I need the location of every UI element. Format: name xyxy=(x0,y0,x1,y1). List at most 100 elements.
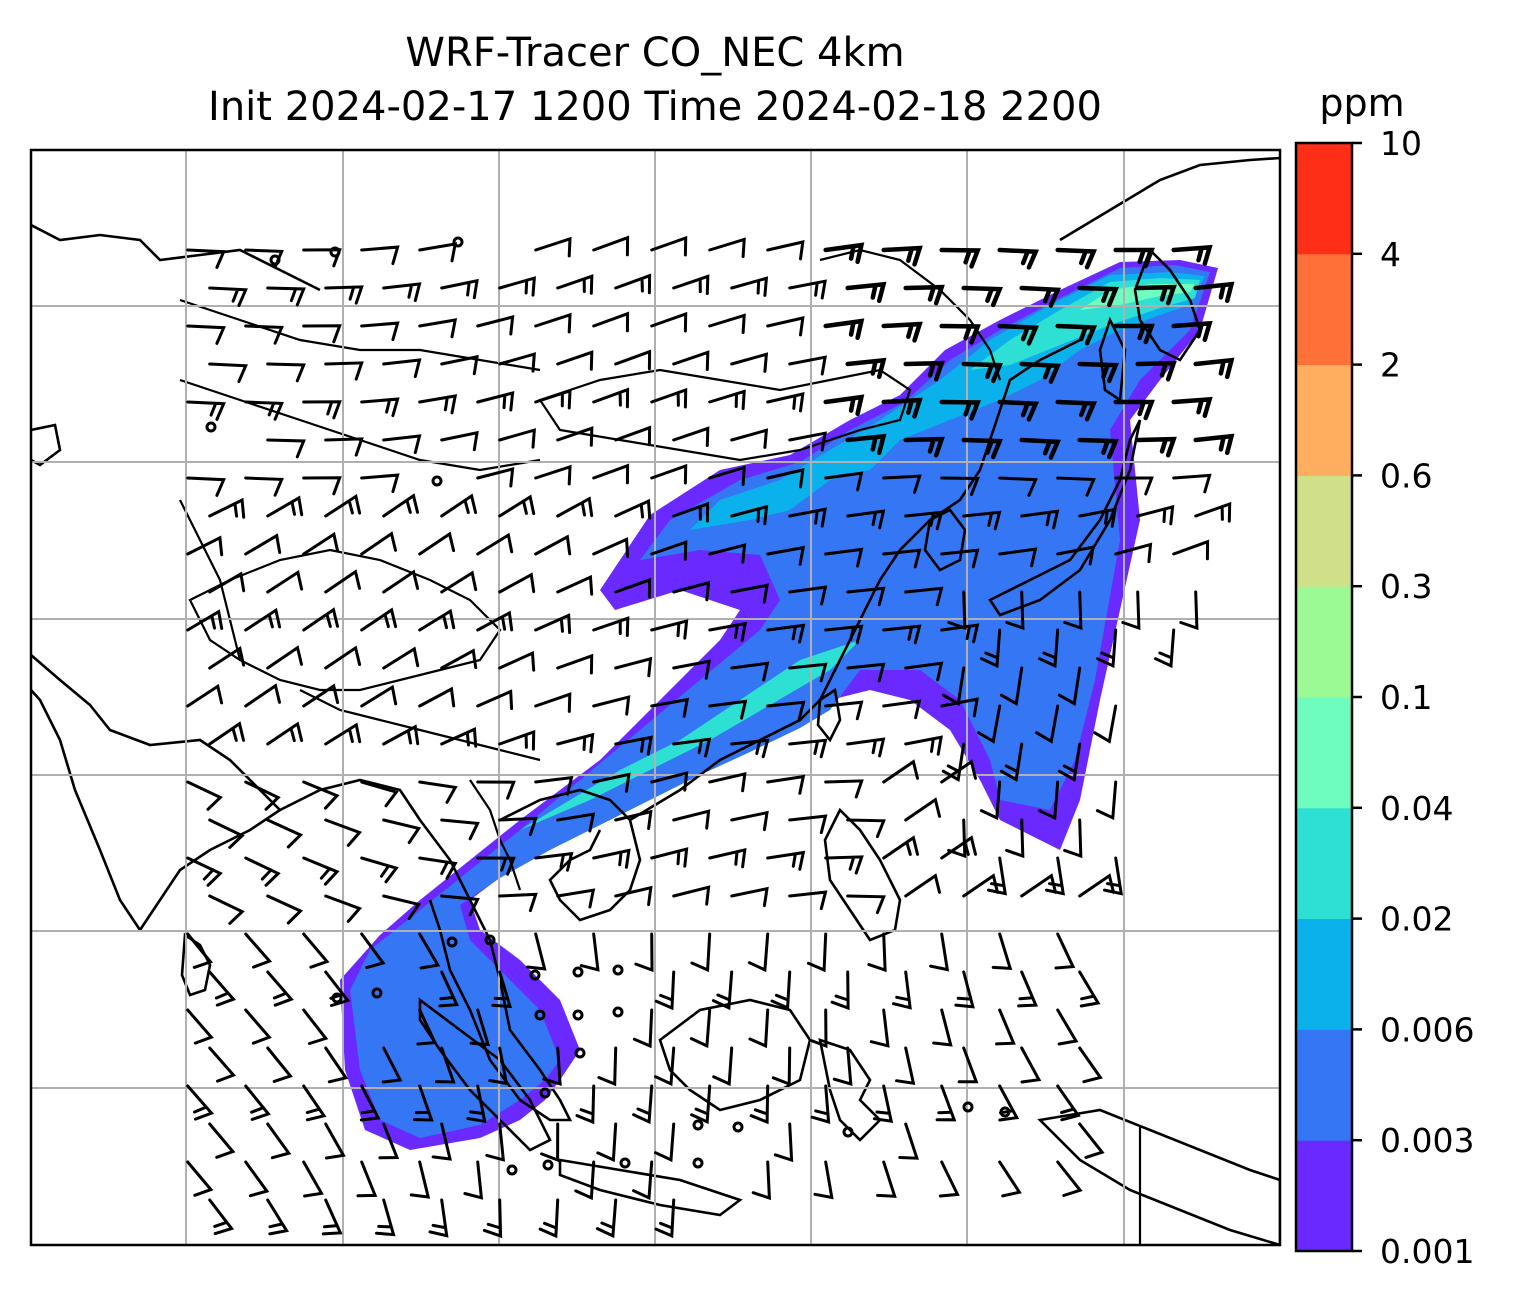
wind-barb xyxy=(747,932,770,973)
wind-barb xyxy=(302,248,342,268)
wind-barb xyxy=(882,474,922,494)
wind-barb xyxy=(476,391,515,412)
wind-barb xyxy=(1135,436,1177,458)
wind-barb xyxy=(672,501,710,523)
wind-barb xyxy=(788,662,828,683)
wind-barb xyxy=(360,607,398,632)
wind-barb xyxy=(712,1046,734,1087)
wind-barb xyxy=(186,1084,215,1121)
wind-barb xyxy=(491,970,513,1009)
wind-barb xyxy=(360,245,400,266)
wind-barb xyxy=(244,533,282,556)
calm-wind-marker xyxy=(962,1101,974,1113)
wind-barb xyxy=(244,856,281,887)
wind-barb xyxy=(324,818,363,847)
wind-barb xyxy=(382,434,422,454)
wind-barb xyxy=(244,1008,272,1045)
wind-barb xyxy=(708,621,748,642)
wind-barb xyxy=(302,531,340,556)
calm-wind-marker xyxy=(506,1164,518,1176)
wind-barb xyxy=(208,286,248,307)
colorbar-segment xyxy=(1296,697,1352,809)
wind-barb xyxy=(498,352,536,373)
wind-barb xyxy=(244,1084,271,1121)
wind-barb xyxy=(1078,1046,1103,1084)
wind-barb xyxy=(592,616,630,637)
wind-barb xyxy=(382,724,420,746)
wind-barb xyxy=(485,1122,506,1162)
wind-barb xyxy=(592,235,630,257)
wind-barb xyxy=(823,394,865,417)
colorbar-segment xyxy=(1296,807,1352,920)
wind-barb xyxy=(824,471,864,492)
wind-barb xyxy=(360,531,397,556)
wind-barb xyxy=(1096,628,1118,669)
wind-barb xyxy=(614,273,652,295)
wind-barb xyxy=(440,894,480,917)
wind-barb xyxy=(1171,396,1213,419)
wind-barb xyxy=(434,1046,456,1084)
wind-barb xyxy=(904,510,944,531)
wind-barb xyxy=(542,1046,562,1086)
wind-barb xyxy=(266,818,304,849)
wind-barb xyxy=(1056,1084,1081,1122)
coast-siberia xyxy=(1059,156,1280,242)
wind-barb xyxy=(1019,361,1062,384)
wind-barb xyxy=(650,619,689,640)
wind-barb xyxy=(708,313,746,334)
wind-barb xyxy=(324,493,362,518)
wind-barb xyxy=(208,721,245,746)
coast-newguinea xyxy=(1037,1108,1280,1245)
wind-barb xyxy=(672,809,711,830)
border-pakistan xyxy=(179,499,242,661)
map-area[interactable] xyxy=(31,150,1280,1245)
wind-barb xyxy=(476,532,514,556)
wind-barb xyxy=(324,1122,346,1160)
wind-barb xyxy=(882,759,919,784)
coast-myanmar-indochina xyxy=(279,778,573,1122)
colorbar-segment xyxy=(1296,1140,1352,1252)
wind-barb xyxy=(672,737,712,758)
colorbar-tick-label: 0.02 xyxy=(1380,900,1453,939)
wind-barb xyxy=(632,1008,654,1049)
wind-barb xyxy=(824,779,864,799)
wind-barb xyxy=(416,1008,438,1046)
wind-barb xyxy=(575,1084,596,1125)
wind-barb xyxy=(1035,704,1060,744)
wind-barb xyxy=(574,1160,596,1201)
wind-barb xyxy=(895,1046,916,1086)
wind-barb xyxy=(463,1160,484,1200)
wind-barb xyxy=(592,772,631,793)
wind-barb xyxy=(579,932,600,972)
wind-barb xyxy=(730,738,770,759)
wind-barb xyxy=(846,818,886,839)
wind-barb xyxy=(418,856,458,880)
wind-barb xyxy=(954,970,975,1009)
wind-barb xyxy=(208,1122,236,1159)
wind-barb xyxy=(997,247,1040,270)
wind-barb xyxy=(1077,285,1120,308)
wind-barb xyxy=(730,276,769,297)
wind-barb xyxy=(998,1160,1022,1198)
wind-barb xyxy=(413,1084,434,1122)
wind-barb xyxy=(998,476,1038,497)
wind-barb xyxy=(324,437,364,457)
wind-barb xyxy=(962,510,1002,531)
wind-barb xyxy=(1078,507,1117,528)
wind-barb xyxy=(708,847,747,869)
wind-barb xyxy=(1045,856,1066,896)
wind-barb xyxy=(302,476,342,496)
wind-barb xyxy=(498,572,536,594)
colorbar-segment xyxy=(1296,586,1352,698)
wind-barb xyxy=(418,394,458,415)
wind-barb xyxy=(632,1160,654,1201)
calm-wind-marker xyxy=(732,1121,744,1133)
colorbar-segment xyxy=(1296,143,1352,255)
wind-barb xyxy=(872,1084,894,1123)
wind-barb xyxy=(498,276,536,297)
wind-barb xyxy=(881,321,923,343)
wind-barb xyxy=(961,437,1004,460)
wind-barb xyxy=(766,623,806,644)
wind-barb xyxy=(360,684,398,708)
